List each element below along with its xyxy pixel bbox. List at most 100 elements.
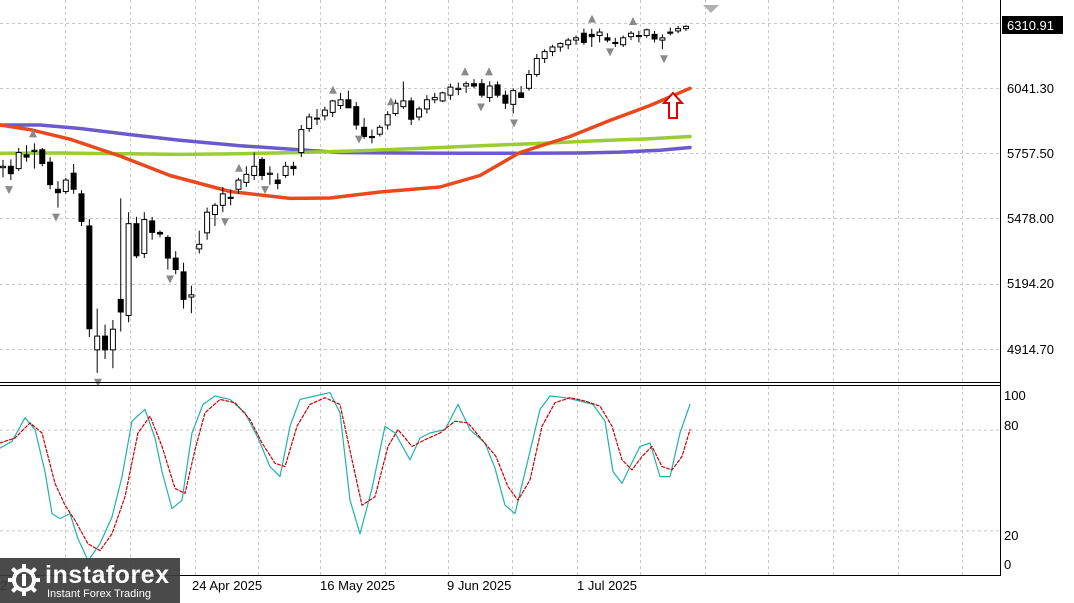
fractal-up-icon — [485, 67, 493, 76]
candle-bullish — [251, 165, 258, 176]
price-tick-label: 4914.70 — [1007, 342, 1054, 357]
candle-bearish — [133, 223, 140, 257]
candle-bullish — [463, 83, 470, 87]
fractal-down-icon — [660, 55, 668, 64]
date-label: 24 Apr 2025 — [192, 578, 262, 593]
candle-bullish — [455, 87, 462, 90]
candle-bullish — [94, 335, 101, 351]
price-tick-label: 5478.00 — [1007, 211, 1054, 226]
fractal-down-icon — [5, 186, 13, 195]
candle-bearish — [494, 84, 501, 96]
fractal-down-icon — [355, 135, 363, 144]
candle-bullish — [573, 37, 580, 41]
candle-bearish — [314, 117, 320, 120]
moving-average-red — [0, 86, 692, 201]
fractal-up-icon — [235, 163, 243, 172]
candle-bullish — [31, 149, 38, 152]
candle-bullish — [125, 223, 132, 316]
candle-bearish — [102, 335, 109, 351]
stochastic-panel — [0, 392, 691, 562]
candle-bearish — [54, 188, 61, 194]
candle-bearish — [408, 100, 415, 120]
candle-bullish — [596, 31, 603, 37]
signal-up-arrow-shape — [661, 91, 685, 119]
ma-green-line — [0, 134, 692, 157]
candle-bullish — [235, 179, 242, 190]
stochastic-tick-label: 80 — [1004, 418, 1018, 433]
fractal-up-icon — [703, 5, 719, 13]
candle-bullish — [510, 90, 517, 105]
fractal-up-icon — [29, 129, 37, 138]
stochastic-grid — [0, 386, 1000, 575]
candle-bullish — [306, 116, 313, 129]
candle-bullish — [431, 96, 438, 101]
date-label: 16 May 2025 — [320, 578, 395, 593]
candle-bullish — [62, 179, 69, 193]
candle-bullish — [525, 74, 532, 89]
stochastic-tick-label: 20 — [1004, 528, 1018, 543]
stochastic-axis: 100 80 20 0 — [1004, 388, 1026, 572]
candle-bullish — [384, 114, 391, 126]
candle-bullish — [565, 39, 572, 46]
candle-bullish — [557, 43, 564, 48]
candle-bearish — [172, 257, 179, 271]
price-tick-label: 6041.30 — [1007, 81, 1054, 96]
candle-bullish — [439, 92, 446, 102]
candle-bullish — [416, 108, 423, 118]
candle-bullish — [282, 165, 289, 176]
stochastic-tick-label: 0 — [1004, 557, 1011, 572]
time-axis: 2 24 Apr 2025 16 May 2025 9 Jun 2025 1 J… — [0, 578, 637, 593]
candle-bearish — [259, 158, 266, 176]
candle-bearish — [667, 31, 674, 34]
candle-bearish — [47, 161, 54, 186]
stochastic-tick-label: 100 — [1004, 388, 1026, 403]
candle-bullish — [219, 193, 226, 206]
instaforex-logo: instaforex Instant Forex Trading — [0, 558, 180, 603]
candle-bullish — [204, 211, 211, 234]
fractal-up-icon — [329, 85, 337, 94]
candle-bullish — [109, 328, 116, 351]
candle-bearish — [290, 165, 297, 170]
price-axis: 6041.30 5757.50 5478.00 5194.20 4914.70 … — [1002, 16, 1063, 357]
candle-bullish — [298, 129, 305, 154]
candle-bearish — [368, 135, 375, 139]
fractal-down-icon — [52, 213, 60, 222]
candle-bearish — [345, 99, 352, 109]
candle-bearish — [117, 298, 124, 313]
candle-bullish — [321, 109, 328, 117]
candle-bullish — [211, 204, 218, 215]
candle-bullish — [533, 57, 540, 76]
candle-bullish — [15, 152, 22, 170]
candle-bearish — [502, 94, 509, 104]
price-tick-label: 5757.50 — [1007, 146, 1054, 161]
fractal-up-icon — [629, 16, 637, 25]
candle-bullish — [0, 165, 6, 169]
candle-bullish — [392, 102, 399, 115]
candle-bearish — [78, 193, 85, 222]
candle-bullish — [541, 51, 548, 59]
candle-bullish — [682, 25, 689, 30]
fractal-down-icon — [510, 119, 518, 128]
candle-bearish — [353, 106, 360, 126]
candle-bullish — [659, 37, 666, 41]
candle-bearish — [227, 196, 234, 199]
fractal-down-icon — [606, 48, 614, 57]
candle-bullish — [329, 100, 336, 113]
candle-bearish — [180, 271, 187, 300]
candle-bullish — [643, 29, 650, 37]
ma-red-line — [0, 86, 692, 201]
candle-bearish — [612, 41, 619, 45]
candle-bullish — [400, 100, 407, 108]
candle-bearish — [361, 126, 368, 137]
candle-bearish — [635, 35, 642, 38]
candle-bearish — [86, 225, 93, 330]
candle-bearish — [7, 165, 14, 175]
candle-bullish — [141, 219, 148, 254]
signal-up-arrow-icon — [661, 91, 685, 119]
candle-bullish — [447, 86, 454, 96]
candle-bullish — [620, 37, 627, 46]
candle-bullish — [266, 172, 273, 175]
candle-bullish — [376, 126, 383, 135]
candle-bullish — [188, 294, 195, 298]
